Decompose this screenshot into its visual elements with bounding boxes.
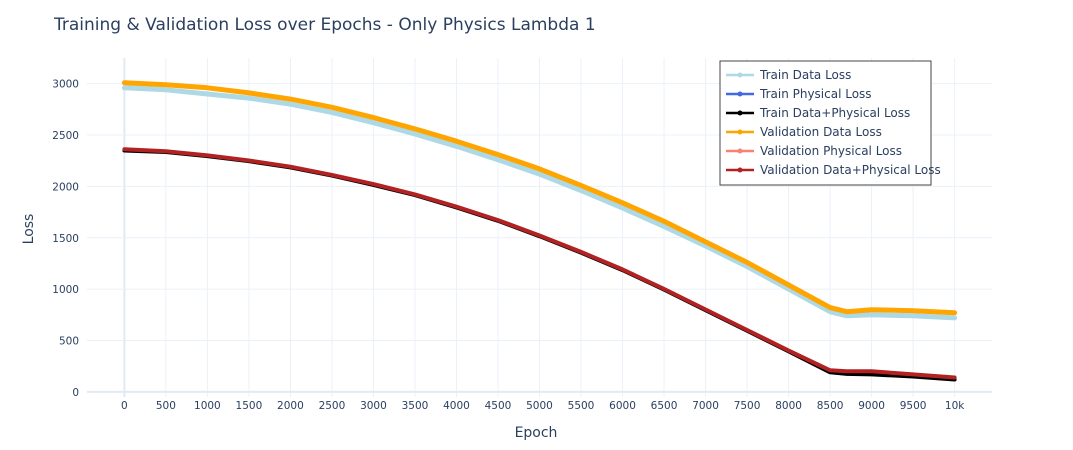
legend-label: Train Data Loss xyxy=(759,68,851,82)
legend-label: Train Physical Loss xyxy=(759,87,872,101)
x-tick-label: 5500 xyxy=(568,400,595,412)
legend-item[interactable]: Validation Data Loss xyxy=(726,125,882,139)
legend-swatch-marker xyxy=(737,72,743,78)
tick-layer: 0 500 1000 1500 2000 2500 3000 3500 4000 4500 5000… xyxy=(52,79,965,412)
y-tick-label: 500 xyxy=(59,336,79,348)
y-axis-title: Loss xyxy=(21,214,37,245)
x-tick-label: 0 xyxy=(121,400,128,412)
legend-swatch-marker xyxy=(737,91,743,97)
legend-item[interactable]: Train Data+Physical Loss xyxy=(726,106,910,120)
x-tick-label: 3000 xyxy=(360,400,387,412)
x-tick-label: 4500 xyxy=(485,400,512,412)
x-tick-label: 4000 xyxy=(443,400,470,412)
legend-item[interactable]: Train Data Loss xyxy=(726,68,851,82)
x-tick-label: 2500 xyxy=(319,400,346,412)
series-line-1 xyxy=(121,85,958,321)
legend-item[interactable]: Validation Data+Physical Loss xyxy=(726,163,941,177)
legend-item[interactable]: Train Physical Loss xyxy=(726,87,872,101)
legend-label: Train Data+Physical Loss xyxy=(759,106,910,120)
x-tick-label: 9500 xyxy=(900,400,927,412)
x-tick-label: 500 xyxy=(156,400,176,412)
x-tick-label: 5000 xyxy=(526,400,553,412)
x-tick-label: 6500 xyxy=(651,400,678,412)
series-line-6 xyxy=(122,147,957,380)
y-tick-label: 0 xyxy=(72,387,79,399)
y-tick-label: 1000 xyxy=(52,284,79,296)
y-tick-label: 1500 xyxy=(52,233,79,245)
x-tick-label: 8500 xyxy=(817,400,844,412)
legend-item[interactable]: Validation Physical Loss xyxy=(726,144,902,158)
x-tick-label: 10k xyxy=(945,400,965,412)
legend-swatch-marker xyxy=(737,129,743,135)
y-tick-label: 2500 xyxy=(52,130,79,142)
y-tick-label: 3000 xyxy=(52,79,79,91)
series-line-4 xyxy=(121,80,958,316)
x-tick-label: 7500 xyxy=(734,400,761,412)
x-tick-label: 2000 xyxy=(277,400,304,412)
legend-swatch-marker xyxy=(737,110,743,116)
legend-label: Validation Data+Physical Loss xyxy=(760,163,941,177)
x-tick-label: 7000 xyxy=(692,400,719,412)
legend-swatch-marker xyxy=(737,167,743,173)
legend-label: Validation Data Loss xyxy=(760,125,882,139)
y-tick-label: 2000 xyxy=(52,181,79,193)
legend-label: Validation Physical Loss xyxy=(760,144,902,158)
x-tick-label: 3500 xyxy=(402,400,429,412)
series-layer xyxy=(121,80,958,382)
x-tick-label: 8000 xyxy=(775,400,802,412)
x-tick-label: 1000 xyxy=(194,400,221,412)
x-tick-label: 9000 xyxy=(858,400,885,412)
x-tick-label: 1500 xyxy=(236,400,263,412)
legend-swatch-marker xyxy=(737,148,743,154)
grid-layer xyxy=(87,58,992,397)
legend-box xyxy=(719,60,932,186)
chart-title: Training & Validation Loss over Epochs -… xyxy=(53,15,596,35)
x-axis-title: Epoch xyxy=(515,425,558,441)
x-tick-label: 6000 xyxy=(609,400,636,412)
legend[interactable]: Train Data Loss Train Physical Loss Train … xyxy=(719,60,941,186)
